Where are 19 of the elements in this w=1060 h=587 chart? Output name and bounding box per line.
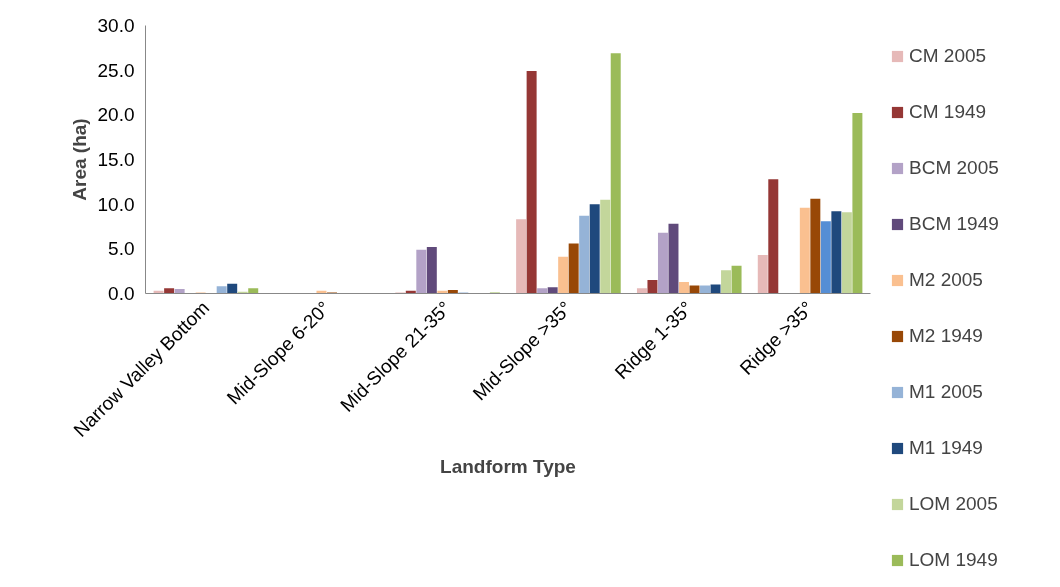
x-axis-title: Landform Type: [440, 456, 576, 478]
y-tick-label: 0.0: [108, 283, 135, 304]
legend-label: M2 2005: [909, 269, 983, 291]
legend-label: LOM 2005: [909, 493, 998, 515]
legend-label: LOM 1949: [909, 549, 998, 571]
legend-label: BCM 1949: [909, 213, 999, 235]
legend-label: BCM 2005: [909, 157, 999, 179]
y-tick-label: 10.0: [97, 193, 135, 215]
legend-label: CM 1949: [909, 101, 987, 123]
legend-label: M2 1949: [909, 325, 983, 347]
legend-label: M1 1949: [909, 437, 983, 459]
y-tick-label: 25.0: [97, 59, 135, 81]
y-tick-label: 5.0: [108, 238, 135, 260]
y-tick-label: 30.0: [97, 15, 135, 36]
y-tick-label: 15.0: [97, 149, 135, 170]
legend-label: M1 2005: [909, 381, 983, 403]
y-axis-title: Area (ha): [68, 118, 90, 201]
legend-label: CM 2005: [909, 45, 987, 67]
y-tick-label: 20.0: [97, 104, 135, 126]
